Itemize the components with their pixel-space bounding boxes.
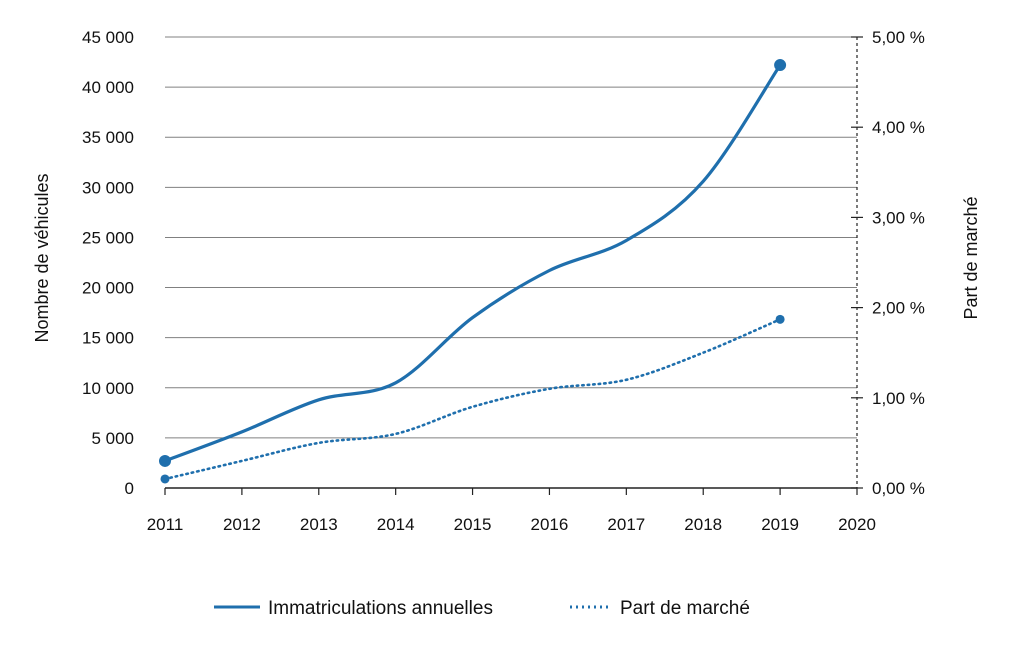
data-point-marker bbox=[159, 454, 171, 467]
data-point-marker bbox=[775, 314, 785, 324]
x-tick-label: 2011 bbox=[147, 515, 184, 534]
y2-tick-label: 0,00 % bbox=[872, 479, 925, 498]
y-tick-label: 25 000 bbox=[82, 228, 134, 247]
x-tick-label: 2012 bbox=[223, 515, 261, 534]
axes bbox=[165, 37, 858, 489]
y-axis-ticks: 0 5 000 10 000 15 000 20 000 25 000 30 000 35 0… bbox=[82, 28, 134, 498]
y-tick-label: 20 000 bbox=[82, 279, 134, 298]
legend: Immatriculations annuelles Part de march… bbox=[214, 598, 750, 619]
y-tick-label: 5 000 bbox=[91, 429, 134, 448]
y2-axis-ticks: 0,00 % 1,00 % 2,00 % 3,00 % 4,00 % 5,00 % bbox=[851, 28, 925, 498]
series bbox=[159, 59, 787, 484]
y2-axis-title: Part de marché bbox=[961, 196, 981, 319]
x-tick-label: 2018 bbox=[684, 515, 722, 534]
legend-label-market-share: Part de marché bbox=[620, 598, 750, 619]
y-tick-label: 0 bbox=[125, 479, 134, 498]
x-tick-label: 2019 bbox=[761, 515, 799, 534]
y-axis-title: Nombre de véhicules bbox=[32, 173, 52, 342]
x-tick-label: 2016 bbox=[531, 515, 569, 534]
gridlines bbox=[165, 36, 857, 439]
legend-label-registrations: Immatriculations annuelles bbox=[268, 598, 493, 619]
series-line-market-share bbox=[163, 318, 782, 481]
x-axis-ticks: 2011 2012 2013 2014 2015 2016 2017 2018 2019 2020 bbox=[147, 488, 876, 534]
y2-tick-label: 3,00 % bbox=[872, 208, 925, 227]
y-tick-label: 35 000 bbox=[82, 128, 134, 147]
y-tick-label: 15 000 bbox=[82, 329, 134, 348]
y-tick-label: 45 000 bbox=[82, 28, 134, 47]
y2-tick-label: 4,00 % bbox=[872, 118, 925, 137]
x-tick-label: 2015 bbox=[454, 515, 492, 534]
y-tick-label: 40 000 bbox=[82, 78, 134, 97]
y2-tick-label: 2,00 % bbox=[872, 299, 925, 318]
x-tick-label: 2020 bbox=[838, 515, 876, 534]
x-tick-label: 2014 bbox=[377, 515, 415, 534]
y-tick-label: 30 000 bbox=[82, 178, 134, 197]
y2-tick-label: 1,00 % bbox=[872, 389, 925, 408]
data-point-marker bbox=[774, 59, 787, 72]
x-tick-label: 2013 bbox=[300, 515, 338, 534]
series-line-registrations bbox=[163, 63, 782, 463]
y2-tick-label: 5,00 % bbox=[872, 28, 925, 47]
data-point-marker bbox=[160, 474, 170, 484]
x-tick-label: 2017 bbox=[607, 515, 645, 534]
y-tick-label: 10 000 bbox=[82, 379, 134, 398]
